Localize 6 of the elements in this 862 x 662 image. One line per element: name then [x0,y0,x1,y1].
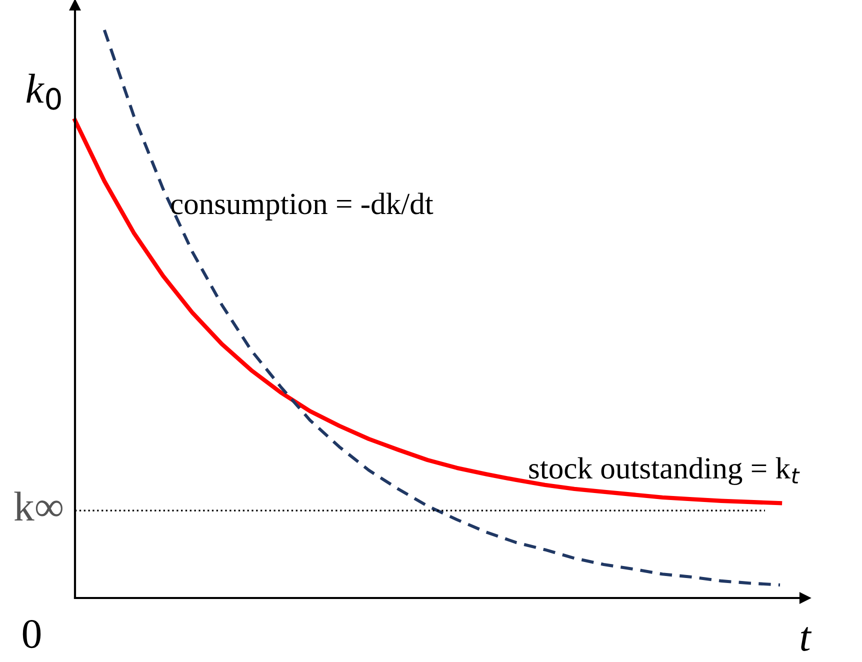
annotation: consumption = -dk/dt [171,192,434,220]
text: k$_{0}$ [26,74,61,110]
x-axis-title: t [801,627,812,652]
ref-line-label: k∞ [14,492,62,521]
text: 0 [22,620,41,648]
annotation: stock outstanding = k$_{t}$ [529,457,800,486]
